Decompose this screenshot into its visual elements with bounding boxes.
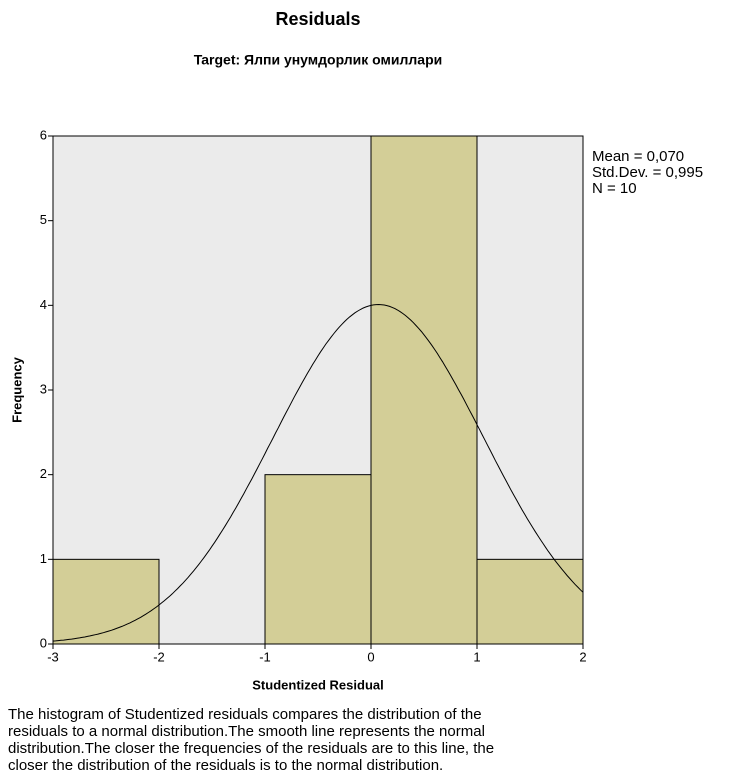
x-tick-label: -3 [47, 649, 59, 664]
caption-line: The histogram of Studentized residuals c… [8, 706, 482, 723]
caption-line: residuals to a normal distribution.The s… [8, 723, 485, 740]
x-tick-label: 0 [367, 649, 374, 664]
y-tick-label: 3 [40, 381, 47, 396]
chart-title: Residuals [275, 9, 360, 29]
plot-frame [52, 135, 584, 645]
x-axis-label: Studentized Residual [252, 677, 383, 692]
bar [476, 558, 584, 645]
x-tick-label: -2 [153, 649, 165, 664]
chart-subtitle: Target: Ялпи унумдорлик омиллари [194, 52, 443, 68]
y-tick-label: 4 [40, 297, 47, 312]
caption-line: distribution.The closer the frequencies … [8, 740, 494, 757]
y-tick-label: 5 [40, 212, 47, 227]
y-axis-label: Frequency [9, 356, 24, 423]
y-tick-label: 1 [40, 551, 47, 566]
x-tick-label: -1 [259, 649, 271, 664]
caption-line: closer the distribution of the residuals… [8, 757, 443, 774]
bar [370, 135, 478, 645]
x-tick-label: 2 [579, 649, 586, 664]
stats-label: Mean = 0,070 [592, 148, 684, 165]
bar [264, 474, 372, 645]
y-tick-label: 0 [40, 635, 47, 650]
stats-label: Std.Dev. = 0,995 [592, 164, 703, 181]
x-tick-label: 1 [473, 649, 480, 664]
y-tick-label: 2 [40, 466, 47, 481]
bar [52, 558, 160, 645]
y-tick-label: 6 [40, 127, 47, 142]
stats-label: N = 10 [592, 180, 637, 197]
normal-curve [52, 303, 584, 642]
